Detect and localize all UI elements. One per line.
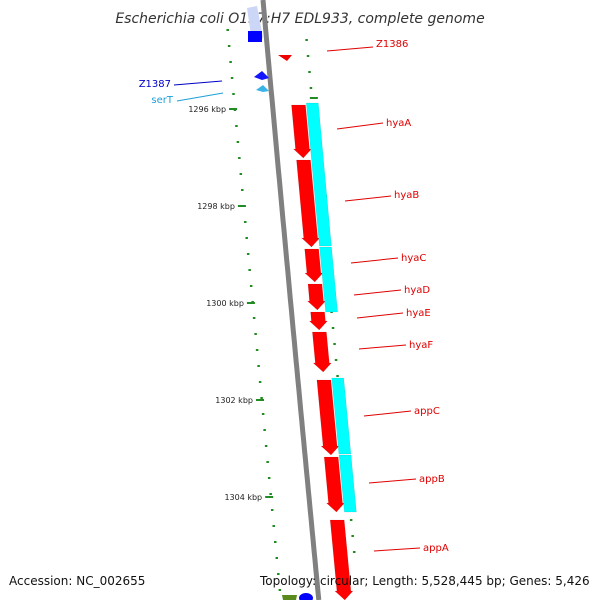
forward-gene-arrow	[291, 104, 313, 159]
gene-label-hyac: hyaC	[401, 253, 426, 264]
backbone-line	[260, 0, 322, 600]
accession-text: Accession: NC_002655	[9, 574, 146, 588]
gene-leader-line	[350, 257, 399, 264]
forward-gene-arrow	[308, 311, 328, 331]
feature-partial	[282, 595, 297, 600]
topology-text: Topology: circular; Length: 5,528,445 bp…	[260, 574, 590, 588]
forward-gene-arrow	[304, 248, 324, 283]
gene-leader-line	[326, 46, 374, 52]
cds-block	[319, 246, 338, 313]
genome-backbone	[260, 0, 322, 600]
gene-label-appb: appB	[419, 474, 445, 485]
gene-label-hyaf: hyaF	[409, 340, 433, 351]
gene-leader-line	[363, 410, 412, 417]
gene-label-hyae: hyaE	[406, 308, 431, 319]
forward-gene-arrow	[306, 283, 327, 311]
kbp-label: 1296 kbp	[188, 105, 226, 114]
gene-leader-line	[344, 195, 392, 202]
forward-gene-arrow	[312, 331, 332, 373]
kbp-label: 1302 kbp	[215, 396, 253, 405]
gene-leader-line	[176, 92, 224, 102]
trna-arrow	[256, 85, 269, 92]
gene-leader-line	[368, 478, 417, 484]
gene-leader-line	[336, 122, 384, 130]
forward-gene-arrow-small	[278, 55, 292, 61]
kbp-label: 1298 kbp	[197, 202, 235, 211]
tick-marks: 1296 kbp 1298 kbp 1300 kbp 1302 kbp 1304 kbp	[188, 29, 356, 591]
reverse-gene-arrow	[254, 71, 269, 80]
gene-leader-line	[358, 344, 407, 350]
gene-features	[247, 6, 357, 600]
reverse-gene-block	[248, 31, 262, 42]
genome-title: Escherichia coli O157:H7 EDL933, complet…	[115, 11, 484, 27]
forward-gene-arrow	[323, 456, 346, 513]
gene-leader-line	[353, 289, 402, 296]
gene-label-hyaa: hyaA	[386, 118, 411, 129]
gene-leader-line	[373, 547, 421, 552]
forward-gene-arrow	[316, 379, 340, 456]
forward-gene-arrow	[296, 159, 321, 248]
gene-label-z1387: Z1387	[139, 79, 171, 90]
cds-block	[306, 102, 332, 247]
cds-block	[338, 454, 357, 513]
gene-labels: Z1386 Z1387 serT hyaA hyaB hyaC hyaD hyaE hyaF ap…	[139, 39, 449, 554]
forward-gene-arrow	[329, 519, 354, 600]
gene-label-hyad: hyaD	[404, 285, 430, 296]
gene-label-hyab: hyaB	[394, 190, 419, 201]
reverse-gene-partial	[299, 593, 313, 600]
cds-block	[331, 377, 352, 455]
gene-label-appa: appA	[423, 543, 449, 554]
gene-leader-line	[173, 80, 223, 86]
gene-label-sert: serT	[151, 95, 173, 106]
gene-label-appc: appC	[414, 406, 440, 417]
gene-label-z1386: Z1386	[376, 39, 408, 50]
gene-leader-line	[356, 312, 404, 319]
kbp-label: 1300 kbp	[206, 299, 244, 308]
kbp-label: 1304 kbp	[224, 493, 262, 502]
